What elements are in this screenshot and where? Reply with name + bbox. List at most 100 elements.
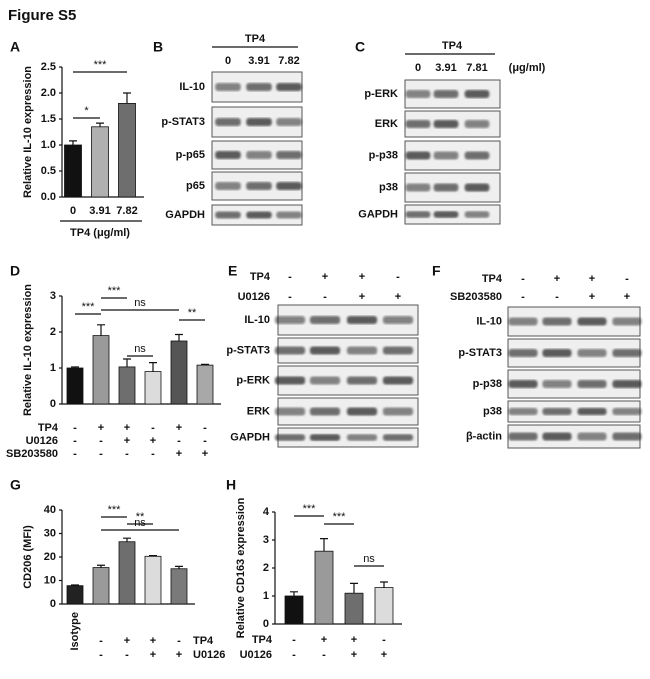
blot-band — [433, 211, 459, 218]
blot-band — [577, 432, 607, 441]
significance-label: ** — [136, 511, 145, 523]
y-tick-label: 1 — [263, 590, 269, 602]
blot-band — [612, 432, 642, 441]
blot-band — [309, 434, 341, 441]
significance-label: *** — [108, 285, 122, 297]
x-axis-label: TP4 (μg/ml) — [70, 227, 130, 239]
lane-label: 0 — [225, 55, 231, 67]
figure-title: Figure S5 — [8, 7, 76, 24]
error-bar — [97, 324, 105, 336]
blot-row-label: GAPDH — [165, 209, 205, 221]
blot-band — [508, 432, 538, 441]
bar — [66, 585, 84, 605]
blot-band — [215, 211, 241, 219]
blot-band — [612, 407, 642, 416]
blot-band — [274, 346, 306, 355]
blot-band — [464, 90, 490, 98]
blot-band — [215, 151, 241, 159]
error-bar — [123, 92, 131, 104]
condition-sign: - — [73, 435, 77, 447]
significance-label: ns — [134, 343, 146, 355]
blot-row-label: β-actin — [466, 430, 502, 442]
blot-row-label: IL-10 — [244, 314, 270, 326]
blot-band — [274, 434, 306, 441]
y-tick-label: 2 — [263, 562, 269, 574]
bar — [374, 587, 394, 625]
bar — [314, 550, 334, 625]
blot-band — [577, 317, 607, 326]
significance-label: ns — [363, 553, 375, 565]
condition-sign: - — [292, 649, 296, 661]
significance-label: ** — [188, 307, 197, 319]
error-bar — [97, 564, 105, 568]
condition-sign: + — [176, 448, 182, 460]
y-tick-label: 0 — [50, 598, 56, 610]
blot-band — [508, 317, 538, 326]
blot-band — [309, 407, 341, 416]
blot-band — [382, 376, 414, 385]
condition-sign: + — [176, 422, 182, 434]
blot-band — [309, 346, 341, 355]
y-tick-label: 3 — [50, 290, 56, 302]
bar — [118, 103, 136, 198]
bar — [144, 555, 162, 605]
blot-band — [215, 118, 241, 126]
blot-band — [215, 83, 241, 91]
blot-band — [405, 90, 431, 98]
condition-sign: + — [395, 291, 401, 303]
condition-sign: - — [99, 435, 103, 447]
condition-sign: + — [150, 435, 156, 447]
significance-label: ns — [134, 297, 146, 309]
blot-row-label: p-STAT3 — [226, 344, 270, 356]
bar — [284, 595, 304, 625]
y-tick-label: 40 — [44, 504, 56, 516]
error-bar — [380, 581, 388, 588]
condition-sign: + — [554, 273, 560, 285]
blot-band — [542, 317, 572, 326]
blot-band — [542, 380, 572, 388]
blot-band — [346, 434, 378, 441]
y-axis-label: Relative CD163 expression — [235, 497, 247, 638]
blot-band — [464, 183, 490, 192]
condition-sign: - — [203, 422, 207, 434]
y-tick-label: 4 — [263, 506, 270, 518]
y-tick-label: 2.0 — [41, 87, 56, 99]
blot-band — [433, 120, 459, 128]
blot-band — [508, 407, 538, 416]
condition-sign: - — [322, 649, 326, 661]
x-tick-label: 3.91 — [89, 205, 110, 217]
condition-sign: - — [555, 291, 559, 303]
blot-band — [508, 349, 538, 357]
y-tick-label: 1.5 — [41, 113, 56, 125]
condition-label: U0126 — [193, 649, 225, 661]
blot-band — [405, 211, 431, 218]
bar — [118, 366, 136, 405]
condition-sign: - — [292, 634, 296, 646]
bar — [118, 541, 136, 605]
error-bar — [123, 358, 131, 367]
lane-label: 7.81 — [466, 62, 487, 74]
lane-label: 7.82 — [278, 55, 299, 67]
significance-label: *** — [333, 511, 347, 523]
blot-band — [346, 407, 378, 416]
panel-letter: A — [10, 39, 20, 55]
bar — [92, 567, 110, 605]
blot-band — [246, 151, 272, 159]
bar — [344, 592, 364, 625]
blot-band — [612, 349, 642, 357]
significance-label: *** — [94, 59, 108, 71]
condition-sign: - — [521, 291, 525, 303]
blot-row-label: p38 — [483, 405, 502, 417]
error-bar — [69, 140, 77, 145]
blot-row-label: p-p65 — [176, 149, 205, 161]
condition-sign: + — [321, 634, 327, 646]
error-bar — [71, 366, 79, 368]
blot-band — [382, 434, 414, 441]
blot-band — [346, 316, 378, 324]
blot-row-label: p-p38 — [473, 378, 502, 390]
bar — [91, 126, 109, 198]
condition-sign: + — [150, 635, 156, 647]
significance-label: *** — [82, 301, 96, 313]
panel-letter: D — [10, 263, 20, 279]
significance-label: *** — [108, 504, 122, 516]
